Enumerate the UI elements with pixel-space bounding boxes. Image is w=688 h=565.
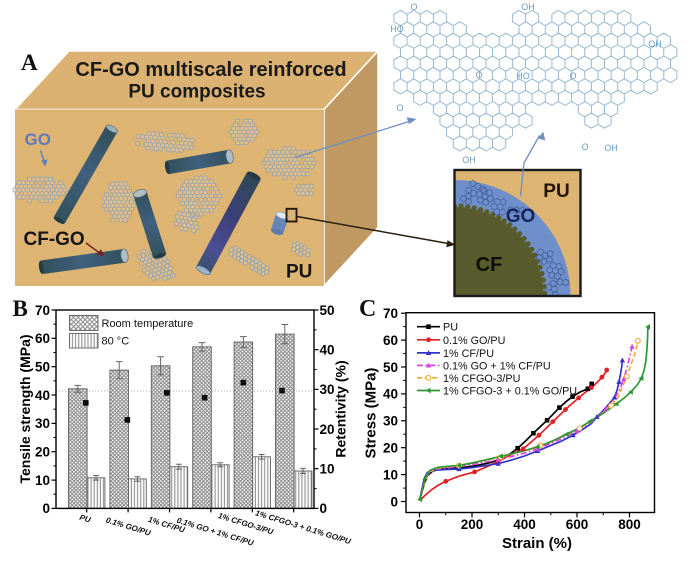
svg-text:C: C	[359, 296, 376, 322]
svg-text:800: 800	[618, 517, 641, 532]
svg-text:Strain (%): Strain (%)	[502, 535, 572, 552]
svg-text:GO: GO	[25, 130, 51, 149]
svg-text:200: 200	[461, 517, 484, 532]
svg-text:0.1% GO/PU: 0.1% GO/PU	[443, 335, 505, 347]
svg-text:O: O	[569, 71, 576, 81]
svg-text:10: 10	[383, 467, 398, 482]
svg-text:PU: PU	[78, 513, 91, 525]
svg-text:40: 40	[35, 388, 50, 403]
svg-text:PU composites: PU composites	[128, 82, 265, 103]
svg-text:O: O	[581, 142, 588, 152]
svg-text:O: O	[396, 103, 403, 113]
svg-text:30: 30	[383, 414, 398, 429]
svg-text:60: 60	[35, 331, 50, 346]
svg-text:Room temperature: Room temperature	[102, 318, 194, 330]
svg-text:GO: GO	[506, 206, 536, 227]
svg-text:0: 0	[320, 501, 328, 516]
svg-text:50: 50	[320, 303, 335, 318]
svg-text:20: 20	[383, 441, 398, 456]
svg-text:PU: PU	[443, 322, 458, 334]
svg-text:70: 70	[383, 306, 398, 321]
svg-text:HO: HO	[390, 24, 404, 34]
svg-text:CF-GO: CF-GO	[24, 229, 85, 250]
svg-text:CF-GO multiscale reinforced: CF-GO multiscale reinforced	[75, 59, 346, 81]
svg-text:CF: CF	[476, 254, 503, 276]
svg-text:O: O	[475, 70, 482, 80]
svg-text:400: 400	[513, 517, 536, 532]
svg-text:20: 20	[320, 422, 335, 437]
svg-text:0: 0	[42, 501, 50, 516]
svg-text:HO: HO	[516, 71, 530, 81]
svg-text:60: 60	[383, 333, 398, 348]
svg-text:600: 600	[566, 517, 589, 532]
svg-text:Tensile strength (MPa): Tensile strength (MPa)	[17, 334, 33, 483]
svg-text:10: 10	[35, 473, 50, 488]
svg-text:40: 40	[383, 387, 398, 402]
svg-text:OH: OH	[521, 2, 535, 12]
svg-text:Stress (MPa): Stress (MPa)	[363, 368, 380, 459]
svg-text:80 °C: 80 °C	[102, 336, 130, 348]
svg-text:1% CF/PU: 1% CF/PU	[443, 348, 494, 360]
svg-text:50: 50	[383, 360, 398, 375]
svg-text:A: A	[21, 50, 38, 75]
svg-text:PU: PU	[286, 262, 312, 283]
svg-text:30: 30	[35, 416, 50, 431]
svg-text:50: 50	[35, 360, 50, 375]
svg-text:O: O	[410, 2, 417, 12]
svg-text:B: B	[13, 296, 28, 321]
svg-text:PU: PU	[543, 181, 569, 202]
svg-text:10: 10	[320, 462, 335, 477]
svg-text:70: 70	[35, 303, 50, 318]
svg-text:1% CFGO-3 + 0.1% GO/PU: 1% CFGO-3 + 0.1% GO/PU	[443, 386, 577, 398]
svg-text:OH: OH	[604, 143, 618, 153]
svg-text:20: 20	[35, 445, 50, 460]
svg-text:OH: OH	[648, 39, 662, 49]
svg-text:30: 30	[320, 382, 335, 397]
svg-text:40: 40	[320, 343, 335, 358]
svg-text:0: 0	[416, 517, 424, 532]
svg-text:0: 0	[390, 494, 398, 509]
svg-text:Retentivity (%): Retentivity (%)	[333, 360, 349, 457]
svg-text:1% CFGO-3/PU: 1% CFGO-3/PU	[443, 373, 520, 385]
svg-text:OH: OH	[462, 155, 476, 165]
svg-text:0.1% GO + 1% CF/PU: 0.1% GO + 1% CF/PU	[443, 360, 551, 372]
